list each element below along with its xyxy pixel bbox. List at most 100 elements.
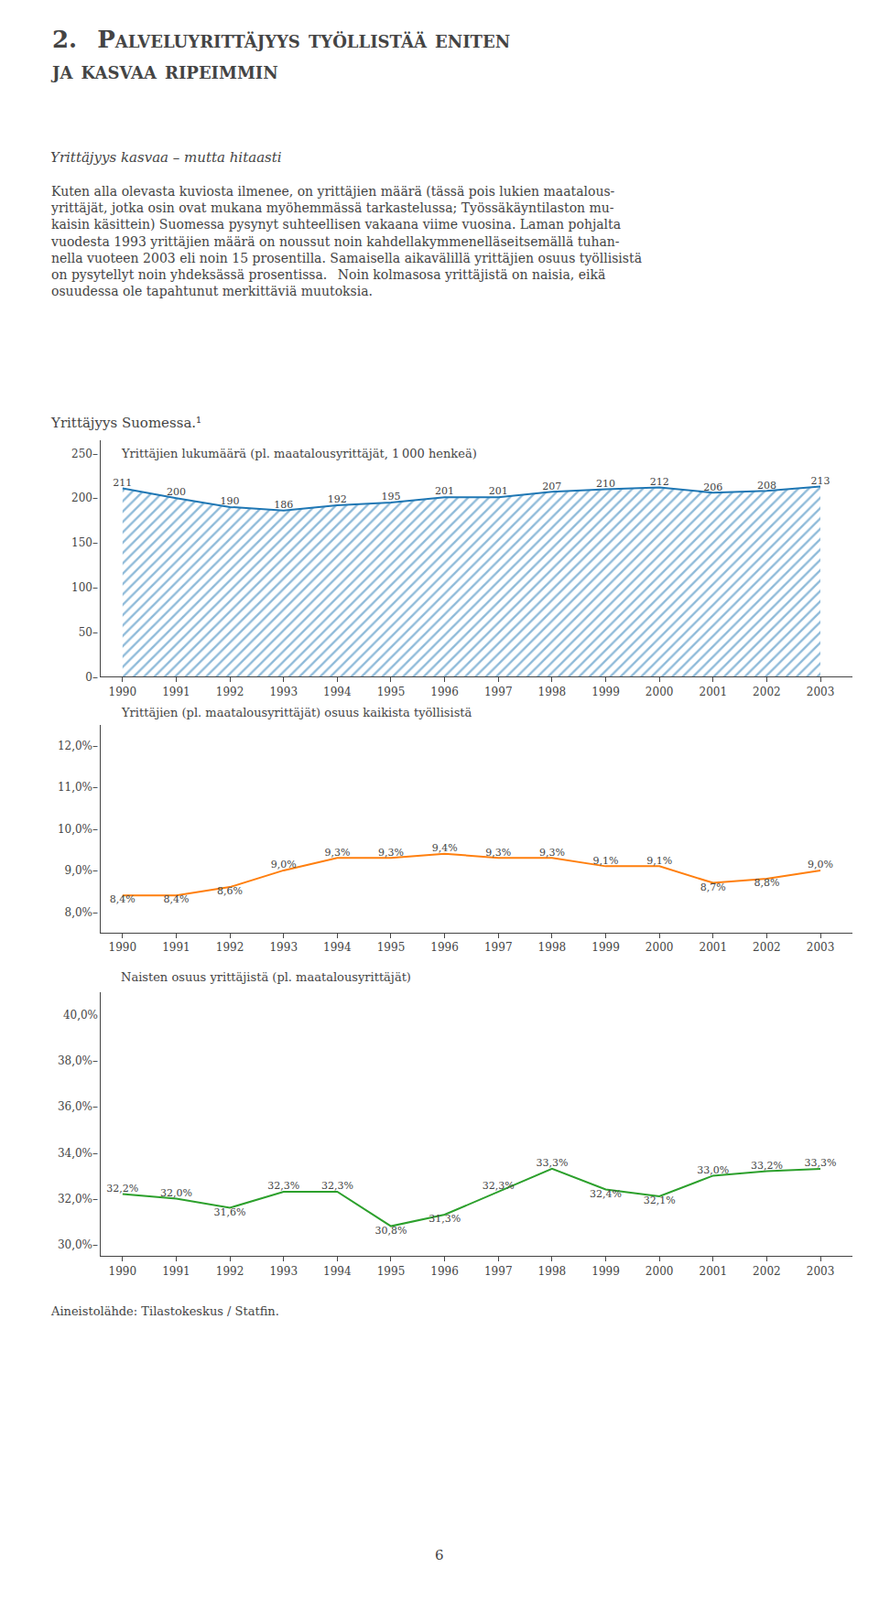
- svg-text:32,0%: 32,0%: [160, 1187, 193, 1200]
- svg-text:1992: 1992: [216, 685, 245, 699]
- svg-text:1993: 1993: [269, 685, 298, 699]
- svg-text:8,8%: 8,8%: [753, 877, 780, 890]
- svg-text:2003: 2003: [806, 685, 836, 699]
- svg-text:40,0%: 40,0%: [63, 1009, 98, 1022]
- svg-text:8,7%: 8,7%: [700, 881, 727, 894]
- svg-text:190: 190: [220, 495, 240, 508]
- svg-text:30,8%: 30,8%: [375, 1225, 408, 1238]
- svg-text:150–: 150–: [71, 536, 98, 550]
- svg-text:32,1%: 32,1%: [643, 1194, 676, 1207]
- svg-text:250–: 250–: [71, 447, 98, 461]
- svg-text:9,3%: 9,3%: [539, 846, 565, 859]
- svg-text:1996: 1996: [430, 1265, 459, 1279]
- svg-text:2001: 2001: [698, 1265, 728, 1279]
- svg-text:1998: 1998: [538, 941, 567, 955]
- svg-text:32,3%: 32,3%: [482, 1180, 515, 1193]
- svg-text:0–: 0–: [85, 671, 98, 684]
- svg-text:38,0%–: 38,0%–: [57, 1054, 98, 1068]
- svg-text:2000: 2000: [645, 685, 674, 699]
- svg-text:10,0%–: 10,0%–: [57, 823, 98, 836]
- svg-text:12,0%–: 12,0%–: [57, 739, 98, 753]
- svg-text:9,0%–: 9,0%–: [65, 864, 99, 878]
- svg-text:9,1%: 9,1%: [593, 855, 619, 868]
- svg-text:2002: 2002: [752, 941, 782, 955]
- svg-text:11,0%–: 11,0%–: [57, 781, 98, 794]
- svg-text:Yrittäjien (pl. maatalousyritt: Yrittäjien (pl. maatalousyrittäjät) osuu…: [120, 705, 473, 720]
- svg-text:Naisten osuus yrittäjistä (pl.: Naisten osuus yrittäjistä (pl. maatalous…: [120, 970, 412, 985]
- svg-text:200–: 200–: [71, 491, 98, 505]
- svg-text:1992: 1992: [216, 941, 245, 955]
- svg-text:213: 213: [811, 475, 831, 488]
- svg-text:1999: 1999: [591, 941, 620, 955]
- svg-text:6: 6: [434, 1547, 445, 1564]
- svg-text:195: 195: [380, 490, 401, 503]
- svg-text:2000: 2000: [645, 1265, 674, 1279]
- svg-text:1994: 1994: [323, 685, 352, 699]
- svg-text:208: 208: [757, 479, 777, 492]
- svg-text:8,4%: 8,4%: [163, 893, 190, 906]
- svg-text:9,3%: 9,3%: [324, 846, 350, 859]
- svg-text:33,2%: 33,2%: [750, 1160, 783, 1172]
- svg-text:32,2%: 32,2%: [106, 1182, 139, 1195]
- svg-text:2001: 2001: [698, 941, 728, 955]
- svg-text:192: 192: [327, 493, 348, 506]
- svg-text:1997: 1997: [484, 941, 513, 955]
- svg-text:32,3%: 32,3%: [267, 1180, 300, 1193]
- svg-text:100–: 100–: [71, 581, 98, 595]
- svg-text:1991: 1991: [162, 941, 191, 955]
- svg-text:212: 212: [650, 476, 670, 489]
- svg-text:32,3%: 32,3%: [321, 1180, 354, 1193]
- svg-text:201: 201: [488, 485, 509, 498]
- svg-text:36,0%–: 36,0%–: [57, 1100, 98, 1114]
- svg-text:32,4%: 32,4%: [589, 1188, 622, 1201]
- svg-text:1990: 1990: [108, 1265, 138, 1279]
- svg-text:201: 201: [434, 485, 455, 498]
- svg-text:2003: 2003: [806, 1265, 836, 1279]
- svg-text:1999: 1999: [591, 1265, 620, 1279]
- svg-text:1993: 1993: [269, 1265, 298, 1279]
- svg-text:207: 207: [542, 480, 562, 493]
- svg-text:1994: 1994: [323, 941, 352, 955]
- svg-text:9,3%: 9,3%: [378, 846, 404, 859]
- svg-text:Yrittäjien lukumäärä (pl. maat: Yrittäjien lukumäärä (pl. maatalousyritt…: [120, 446, 478, 461]
- svg-text:32,0%–: 32,0%–: [57, 1193, 98, 1206]
- svg-text:1991: 1991: [162, 685, 191, 699]
- svg-text:31,3%: 31,3%: [428, 1213, 461, 1226]
- svg-text:33,0%: 33,0%: [696, 1164, 729, 1177]
- svg-text:186: 186: [273, 499, 293, 511]
- svg-text:8,4%: 8,4%: [109, 893, 136, 906]
- svg-text:31,6%: 31,6%: [214, 1206, 247, 1219]
- svg-text:Kuten alla olevasta kuviosta i: Kuten alla olevasta kuviosta ilmenee, on…: [50, 184, 642, 299]
- svg-text:8,6%: 8,6%: [217, 885, 243, 898]
- svg-text:200: 200: [166, 486, 186, 499]
- svg-text:2000: 2000: [645, 941, 674, 955]
- svg-text:33,3%: 33,3%: [535, 1157, 568, 1170]
- svg-text:1998: 1998: [538, 1265, 567, 1279]
- svg-text:2002: 2002: [752, 685, 782, 699]
- svg-text:1998: 1998: [538, 685, 567, 699]
- svg-text:206: 206: [703, 481, 723, 494]
- svg-text:1994: 1994: [323, 1265, 352, 1279]
- svg-text:2002: 2002: [752, 1265, 782, 1279]
- svg-text:211: 211: [112, 477, 132, 489]
- svg-text:1993: 1993: [269, 941, 298, 955]
- svg-text:34,0%–: 34,0%–: [57, 1147, 98, 1161]
- svg-text:9,0%: 9,0%: [271, 858, 297, 871]
- svg-text:2. Palveluyrittäjyys työllist: 2. Palveluyrittäjyys työllistää enitenja…: [50, 25, 511, 85]
- svg-text:1997: 1997: [484, 1265, 513, 1279]
- svg-text:9,4%: 9,4%: [432, 842, 458, 855]
- svg-text:Yrittäjyys Suomessa.¹: Yrittäjyys Suomessa.¹: [50, 414, 202, 432]
- svg-text:2001: 2001: [698, 685, 728, 699]
- svg-text:50–: 50–: [78, 626, 98, 640]
- svg-text:Yrittäjyys kasvaa – mutta hita: Yrittäjyys kasvaa – mutta hitaasti: [50, 149, 283, 166]
- svg-text:Aineistolähde: Tilastokeskus /: Aineistolähde: Tilastokeskus / Statfin.: [50, 1304, 280, 1319]
- svg-text:9,0%: 9,0%: [807, 858, 834, 871]
- svg-text:30,0%–: 30,0%–: [57, 1238, 98, 1252]
- svg-text:210: 210: [596, 477, 616, 490]
- svg-text:1995: 1995: [377, 941, 406, 955]
- svg-text:1995: 1995: [377, 685, 406, 699]
- svg-text:1996: 1996: [430, 685, 459, 699]
- svg-text:8,0%–: 8,0%–: [65, 906, 99, 920]
- svg-text:33,3%: 33,3%: [804, 1157, 837, 1170]
- svg-text:1995: 1995: [377, 1265, 406, 1279]
